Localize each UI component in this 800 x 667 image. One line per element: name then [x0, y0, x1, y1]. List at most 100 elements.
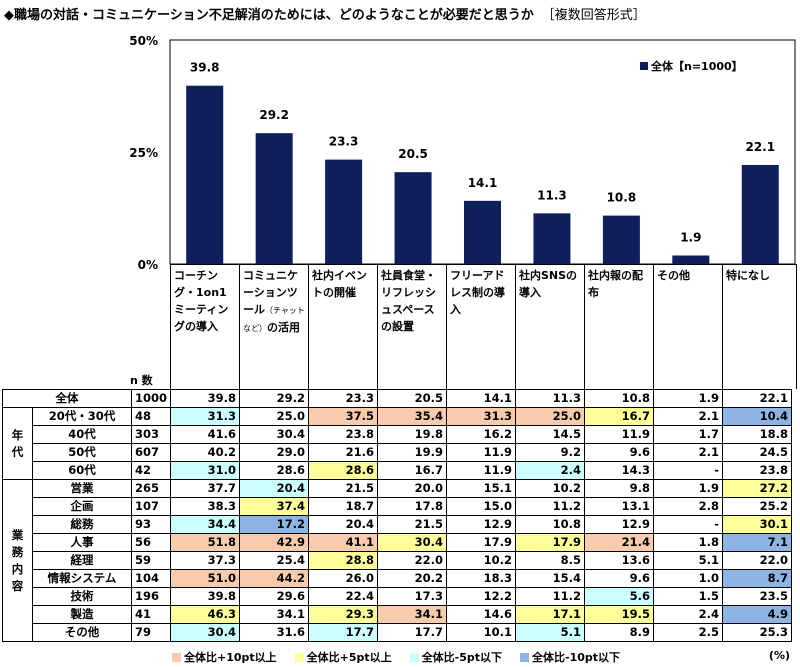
value-cell: 2.1 [653, 443, 724, 462]
value-cell: 28.6 [308, 461, 379, 480]
bar-value-label: 14.1 [468, 176, 498, 190]
highlight-legend-item: 全体比+10pt以上 [172, 649, 277, 665]
y-tick-label: 0% [138, 258, 158, 270]
value-cell: 41.1 [308, 533, 379, 552]
value-cell: 17.2 [239, 515, 310, 534]
value-cell: 51.8 [170, 533, 241, 552]
value-cell: 10.8 [584, 389, 655, 408]
crosstab-table: 全体 1000 39.8 29.2 23.3 20.5 14.1 11.3 10.8 1.9 22.… [2, 389, 793, 642]
value-cell: 14.3 [584, 461, 655, 480]
n-count-cell: 93 [130, 515, 172, 534]
unit-label: (%) [768, 649, 790, 662]
group-label-char: 業 [11, 527, 24, 542]
group-label-char: 容 [11, 578, 24, 593]
category-label: 特になし [726, 269, 770, 282]
value-cell: 21.6 [308, 443, 379, 462]
category-label: コミュニケーションツール [243, 269, 298, 316]
value-cell: 22.1 [722, 389, 793, 408]
row-label: 情報システム [32, 569, 132, 588]
legend-label: 全体比+10pt以上 [184, 651, 277, 664]
table-row: 年代 20代・30代 48 31.3 25.0 37.5 35.4 31.3 25.0 16.7 2… [2, 407, 793, 480]
value-cell: 11.3 [515, 389, 586, 408]
value-cell: 16.7 [584, 407, 655, 426]
value-cell: 9.2 [515, 443, 586, 462]
value-cell: 5.1 [653, 551, 724, 570]
bar [741, 164, 779, 264]
value-cell: 10.2 [446, 551, 517, 570]
value-cell: 30.1 [722, 515, 793, 534]
value-cell: 29.3 [308, 605, 379, 624]
row-label: その他 [32, 623, 132, 642]
category-label: 社員食堂・リフレッシュスペースの設置 [381, 269, 436, 333]
value-cell: 19.8 [377, 425, 448, 444]
value-cell: 31.3 [446, 407, 517, 426]
category-header: 社内SNSの導入 [516, 265, 585, 389]
row-label: 60代 [32, 461, 132, 480]
value-cell: 17.9 [515, 533, 586, 552]
value-cell: 2.4 [515, 461, 586, 480]
value-cell: 23.5 [722, 587, 793, 606]
value-cell: 1.7 [653, 425, 724, 444]
value-cell: 17.7 [377, 623, 448, 642]
value-cell: 21.5 [308, 479, 379, 498]
value-cell: 51.0 [170, 569, 241, 588]
value-cell: 31.0 [170, 461, 241, 480]
value-cell: 18.3 [446, 569, 517, 588]
bar [394, 172, 432, 264]
value-cell: 28.6 [239, 461, 310, 480]
highlight-legend: 全体比+10pt以上 全体比+5pt以上 全体比-5pt以下 全体比-10pt以下 [172, 649, 620, 665]
n-count-cell: 48 [130, 407, 172, 426]
category-header-row: コーチング・1on1ミーティングの導入 コミュニケーションツール（チャットなど）の… [170, 264, 797, 389]
value-cell: 12.2 [446, 587, 517, 606]
row-label: 企画 [32, 497, 132, 516]
value-cell: 41.6 [170, 425, 241, 444]
value-cell: 11.9 [446, 461, 517, 480]
category-header: 特になし [723, 265, 792, 389]
value-cell: 20.0 [377, 479, 448, 498]
category-header: コミュニケーションツール（チャットなど）の活用 [240, 265, 309, 389]
n-count-cell: 42 [130, 461, 172, 480]
category-label: 社内イベントの開催 [312, 269, 367, 299]
row-label: 50代 [32, 443, 132, 462]
value-cell: 37.7 [170, 479, 241, 498]
value-cell: 21.5 [377, 515, 448, 534]
y-tick-label: 50% [129, 34, 158, 48]
legend-label: 全体比+5pt以上 [306, 651, 392, 664]
value-cell: 29.0 [239, 443, 310, 462]
value-cell: 27.2 [722, 479, 793, 498]
value-cell: 30.4 [239, 425, 310, 444]
value-cell: 9.6 [584, 443, 655, 462]
value-cell: 38.3 [170, 497, 241, 516]
legend-label: 全体【n=1000】 [650, 59, 743, 73]
y-tick-label: 25% [129, 146, 158, 160]
category-sublabel: （チャットなど） [243, 306, 305, 333]
value-cell: 10.8 [515, 515, 586, 534]
n-count-cell: 41 [130, 605, 172, 624]
value-cell: 2.8 [653, 497, 724, 516]
value-cell: 12.9 [446, 515, 517, 534]
value-cell: 9.8 [584, 479, 655, 498]
value-cell: 19.9 [377, 443, 448, 462]
value-cell: 7.1 [722, 533, 793, 552]
value-cell: 16.2 [446, 425, 517, 444]
legend-swatch [294, 652, 304, 662]
value-cell: 39.8 [170, 587, 241, 606]
value-cell: 46.3 [170, 605, 241, 624]
table-row: 業務内容営業 265 37.7 20.4 21.5 20.0 15.1 10.2 9.8 1.9 2… [2, 479, 793, 642]
table-row: 60代 42 31.0 28.6 28.6 16.7 11.9 2.4 14.3-23.8 [3, 461, 793, 480]
value-cell: 23.3 [308, 389, 379, 408]
value-cell: 11.9 [446, 443, 517, 462]
n-count-cell: 1000 [130, 389, 172, 408]
value-cell: 18.8 [722, 425, 793, 444]
n-count-cell: 59 [130, 551, 172, 570]
value-cell: 29.2 [239, 389, 310, 408]
highlight-legend-item: 全体比+5pt以上 [294, 649, 392, 665]
row-label: 人事 [32, 533, 132, 552]
group-label-char: 務 [11, 544, 24, 559]
value-cell: 1.5 [653, 587, 724, 606]
value-cell: - [653, 515, 724, 534]
value-cell: 30.4 [377, 533, 448, 552]
value-cell: 14.6 [446, 605, 517, 624]
value-cell: 31.6 [239, 623, 310, 642]
table-row: 総務 93 34.4 17.2 20.4 21.5 12.9 10.8 12.9-30.1 [3, 515, 793, 534]
